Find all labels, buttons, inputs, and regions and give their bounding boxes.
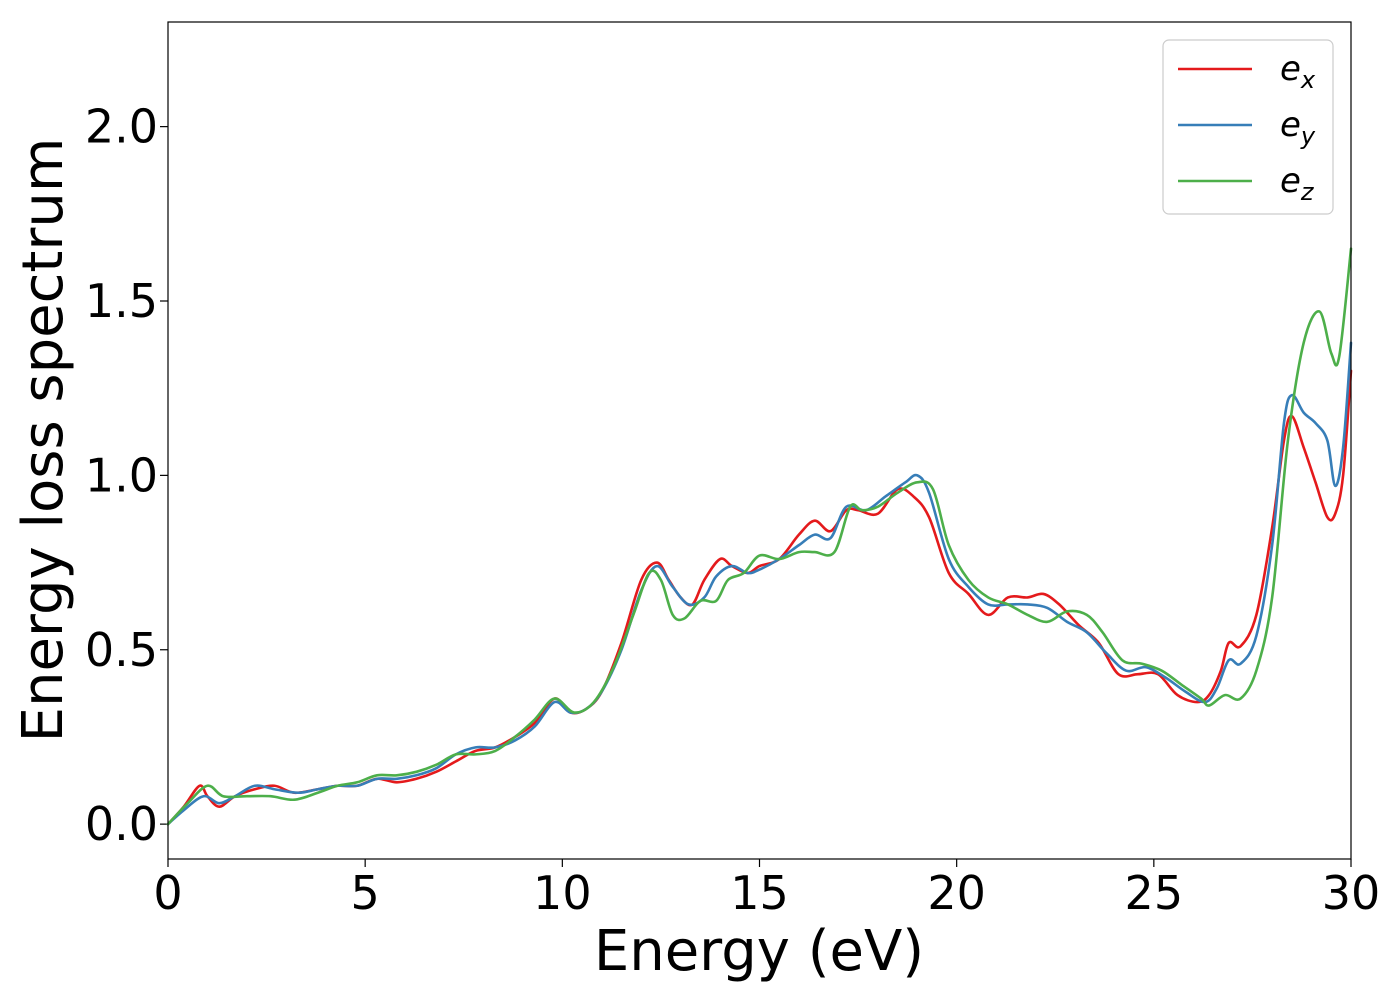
y-axis: 0.0 0.5 1.0 1.5 2.0 — [85, 100, 168, 851]
x-tick-label: 0 — [153, 866, 182, 920]
x-tick-label: 20 — [927, 866, 986, 920]
y-tick-label: 2.0 — [85, 100, 158, 154]
y-tick-label: 0.5 — [85, 623, 158, 677]
series-line-z — [166, 247, 1353, 826]
x-tick-label: 10 — [533, 866, 592, 920]
y-axis-label: Energy loss spectrum — [11, 138, 76, 743]
y-tick-label: 1.0 — [85, 448, 158, 502]
plot-frame — [167, 21, 1352, 860]
x-axis: 0 5 10 15 20 25 30 — [153, 859, 1380, 920]
legend: ex ey ez — [1162, 39, 1334, 215]
legend-label-z: ez — [1280, 161, 1315, 206]
plot-background — [168, 22, 1351, 859]
x-tick-label: 25 — [1125, 866, 1184, 920]
y-tick-label: 0.0 — [85, 797, 158, 851]
legend-label-y: ey — [1280, 105, 1316, 150]
x-tick-label: 15 — [730, 866, 789, 920]
legend-label-x: ex — [1280, 49, 1316, 94]
y-tick-label: 1.5 — [85, 274, 158, 328]
x-axis-label: Energy (eV) — [594, 919, 924, 984]
x-tick-label: 30 — [1322, 866, 1381, 920]
x-tick-label: 5 — [351, 866, 380, 920]
series-layer — [166, 247, 1353, 826]
series-line-y — [166, 341, 1353, 826]
legend-frame — [1162, 39, 1334, 215]
